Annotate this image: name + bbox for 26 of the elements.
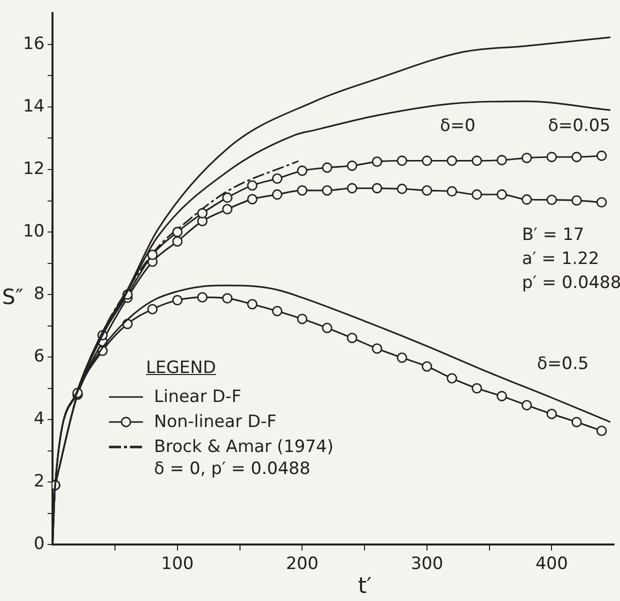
x-tick-label: 300 (410, 554, 444, 574)
annotation: B′ = 17 (522, 225, 584, 245)
y-tick-label: 10 (22, 221, 45, 242)
y-axis-title: S″ (2, 285, 24, 309)
annotation: δ = 0, p′ = 0.0488 (154, 459, 312, 479)
annotation: δ=0.5 (537, 354, 589, 374)
x-axis-title: t′ (358, 574, 372, 599)
y-tick-label: 14 (22, 96, 45, 116)
x-tick-label: 400 (535, 554, 568, 574)
y-tick-label: 2 (34, 472, 45, 492)
y-tick-label: 6 (34, 346, 45, 366)
y-tick-label: 0 (34, 534, 45, 554)
legend-label: Non-linear D-F (154, 412, 277, 432)
y-tick-label: 4 (34, 408, 45, 429)
annotation: δ=0 (440, 116, 476, 136)
x-tick-label: 200 (286, 554, 318, 574)
legend-title: LEGEND (146, 358, 217, 378)
y-tick-label: 12 (22, 158, 45, 179)
y-tick-label: 16 (22, 34, 45, 54)
annotation: δ=0.05 (548, 116, 610, 136)
annotation: a′ = 1.22 (522, 249, 600, 269)
y-tick-label: 8 (34, 284, 45, 304)
legend-label: Brock & Amar (1974) (154, 436, 334, 456)
x-tick-label: 100 (161, 554, 194, 574)
annotation: p′ = 0.0488 (522, 273, 620, 293)
legend-label: Linear D-F (154, 386, 242, 406)
